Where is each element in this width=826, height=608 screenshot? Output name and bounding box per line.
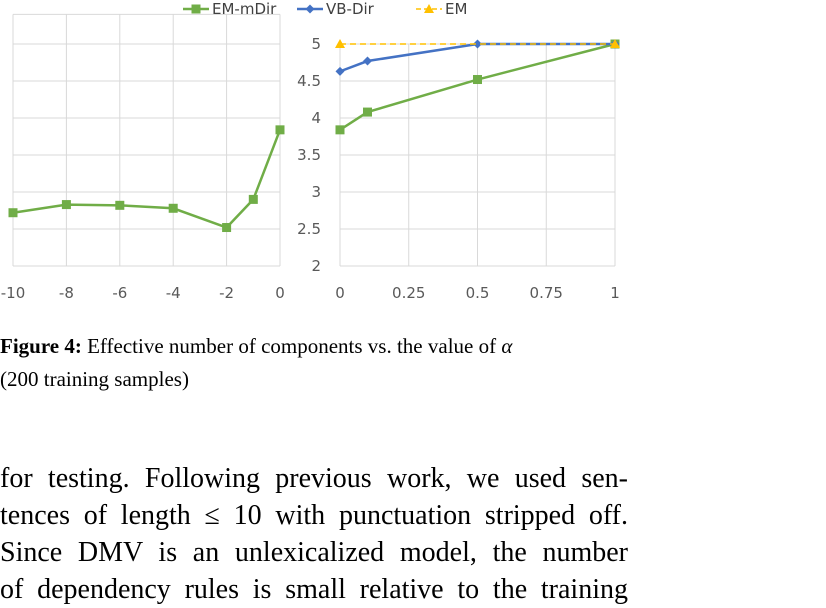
right-y-tick-label: 4: [311, 109, 321, 127]
right-data-point: [363, 107, 372, 117]
right-x-tick-label: 1: [610, 284, 620, 302]
right-y-tick-label: 2: [311, 257, 321, 275]
left-panel: -10 -8 -6 -4 -2 0: [1, 13, 285, 302]
right-x-tick-labels: 0 0.25 0.5 0.75 1: [335, 284, 620, 302]
body-paragraph: for testing. Following previous work, we…: [0, 460, 628, 608]
right-y-tick-label: 4.5: [297, 72, 321, 90]
right-data-point: [335, 125, 345, 135]
left-em-mdir-series: [8, 125, 285, 233]
caption-line-1: Figure 4: Effective number of components…: [0, 330, 640, 363]
left-x-tick-label: -2: [219, 284, 234, 302]
legend-label: EM: [445, 0, 467, 18]
legend-item: EM-mDir: [183, 0, 277, 18]
right-data-point: [335, 66, 345, 76]
left-series-line: [12, 129, 282, 229]
right-y-tick-labels: 2 2.5 3 3.5 4 4.5 5: [297, 35, 321, 275]
figure-caption: Figure 4: Effective number of components…: [0, 330, 640, 396]
right-y-tick-label: 2.5: [297, 220, 321, 238]
right-panel: 2 2.5 3 3.5 4 4.5 5 0 0.25 0.5 0.75 1: [297, 35, 620, 302]
legend-label: EM-mDir: [212, 0, 277, 18]
right-data-point: [473, 39, 482, 49]
legend-swatch-marker: [191, 4, 201, 14]
left-x-tick-label: -6: [112, 284, 127, 302]
legend-label: VB-Dir: [326, 0, 375, 18]
legend-swatch-marker: [424, 4, 434, 13]
right-x-tick-label: 0: [335, 284, 345, 302]
body-line: of dependency rules is small relative to…: [0, 574, 628, 605]
right-x-tick-label: 0.75: [530, 284, 563, 302]
left-gridlines: [12, 13, 281, 267]
legend-swatch-marker: [305, 4, 315, 14]
left-data-point: [222, 223, 232, 233]
caption-alpha-symbol: α: [501, 334, 513, 358]
right-series-line: [339, 42, 615, 73]
left-x-tick-label: 0: [275, 284, 285, 302]
left-data-point: [275, 125, 285, 135]
right-em-series: [335, 39, 620, 48]
legend-item: EM: [416, 0, 467, 18]
caption-line-2: (200 training samples): [0, 367, 189, 391]
left-x-tick-label: -10: [1, 284, 26, 302]
right-data-point: [335, 39, 345, 48]
right-data-point: [610, 39, 620, 48]
right-data-point: [363, 56, 372, 66]
body-line: tences of length ≤ 10 with punctuation s…: [0, 500, 628, 531]
left-x-tick-labels: -10 -8 -6 -4 -2 0: [1, 284, 285, 302]
left-data-point: [61, 200, 71, 210]
right-data-point: [473, 75, 482, 85]
right-x-tick-label: 0.5: [466, 284, 490, 302]
legend-item: VB-Dir: [297, 0, 375, 18]
chart-legend: EM-mDir VB-Dir EM: [183, 0, 467, 18]
right-y-tick-label: 5: [311, 35, 321, 53]
left-x-tick-label: -8: [59, 284, 74, 302]
left-data-point: [168, 203, 178, 213]
right-vb-dir-series: [335, 39, 620, 76]
left-data-point: [248, 194, 258, 204]
caption-label: Figure 4:: [0, 334, 82, 358]
left-x-tick-label: -4: [166, 284, 181, 302]
right-y-tick-label: 3: [311, 183, 321, 201]
effective-components-chart: -10 -8 -6 -4 -2 0 2 2.5 3 3.5 4 4.5 5 0 0.25 0.5 0.75 1…: [1, 0, 620, 302]
left-series: [8, 125, 285, 233]
right-series: [335, 39, 620, 135]
caption-text: Effective number of components vs. the v…: [87, 334, 497, 358]
left-data-point: [115, 200, 125, 210]
body-line: Since DMV is an unlexicalized model, the…: [0, 537, 628, 568]
body-line: for testing. Following previous work, we…: [0, 463, 628, 494]
left-data-point: [8, 208, 18, 218]
right-series-line: [339, 42, 616, 131]
right-y-tick-label: 3.5: [297, 146, 321, 164]
right-x-tick-label: 0.25: [392, 284, 425, 302]
